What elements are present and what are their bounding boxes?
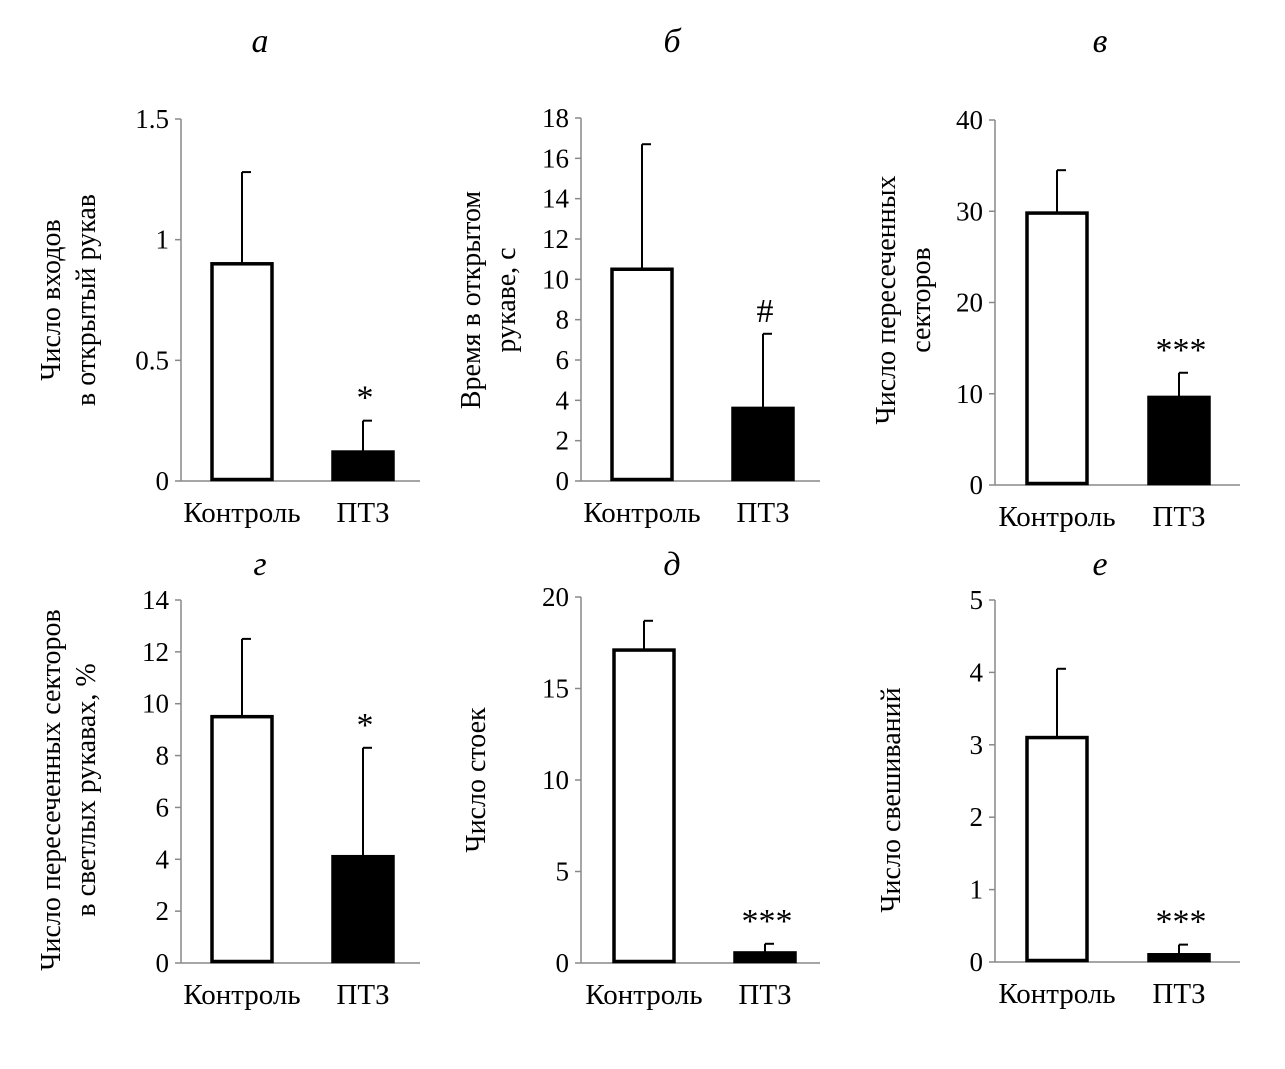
panel-1: б 0 2 4 6 8 10 12 14 16 18 Время в открытом рукаве, …: [456, 23, 820, 529]
y-tick-label: 14: [142, 585, 170, 615]
y-axis-label: Число пересеченных: [871, 176, 902, 425]
y-tick-label: 2: [970, 802, 984, 832]
y-tick-label: 15: [542, 674, 569, 704]
panel-4: д 0 5 10 15 20 Число стоек Контроль *** ПТЗ: [461, 546, 820, 1011]
bar-ptz: [1147, 395, 1211, 486]
y-axis-label: Время в открытом: [456, 191, 487, 410]
y-axis-label: Число стоек: [461, 707, 492, 853]
y-tick-label: 40: [956, 105, 983, 135]
y-axis-label: рукаве, с: [491, 247, 522, 352]
bar-ptz: [331, 450, 395, 482]
y-tick-label: 12: [142, 637, 169, 667]
y-tick-label: 4: [970, 657, 984, 687]
y-tick-label: 4: [556, 385, 570, 415]
y-tick-label: 0.5: [135, 345, 169, 375]
y-axis-label: Число входов: [36, 219, 67, 380]
y-axis-label: в светлых рукавах, %: [71, 663, 102, 916]
y-tick-label: 2: [156, 896, 170, 926]
y-tick-label: 20: [542, 582, 569, 612]
y-tick-label: 1.5: [135, 104, 169, 134]
significance-marker: ***: [742, 903, 793, 940]
x-category-label: ПТЗ: [736, 497, 789, 529]
y-tick-label: 1: [970, 875, 984, 905]
y-axis-label: в открытый рукав: [71, 194, 102, 406]
x-category-label: ПТЗ: [336, 979, 389, 1011]
significance-marker: *: [357, 707, 374, 744]
x-category-label: Контроль: [998, 501, 1115, 533]
bar-control: [210, 714, 274, 964]
panel-title: б: [663, 23, 682, 60]
y-tick-label: 18: [542, 103, 569, 133]
y-tick-label: 6: [156, 792, 170, 822]
bar-control: [210, 262, 274, 482]
x-category-label: Контроль: [183, 497, 300, 529]
y-axis-label: Число пересеченных секторов: [36, 609, 67, 970]
panel-title: в: [1093, 23, 1108, 60]
x-category-label: ПТЗ: [1152, 501, 1205, 533]
y-tick-label: 16: [542, 143, 569, 173]
y-tick-label: 30: [956, 196, 983, 226]
panel-2: в 0 10 20 30 40 Число пересеченных секторов Конт…: [871, 23, 1240, 533]
y-tick-label: 10: [542, 264, 569, 294]
significance-marker: ***: [1156, 904, 1207, 941]
y-tick-label: 6: [556, 345, 570, 375]
panel-3: г 0 2 4 6 8 10 12 14 Число пересеченных секторов в…: [36, 546, 420, 1011]
y-tick-label: 10: [142, 689, 169, 719]
y-tick-label: 0: [556, 466, 570, 496]
y-tick-label: 12: [542, 224, 569, 254]
y-tick-label: 14: [542, 184, 570, 214]
y-tick-label: 1: [156, 225, 170, 255]
x-category-label: Контроль: [583, 497, 700, 529]
y-tick-label: 5: [556, 857, 570, 887]
y-axis-label: секторов: [906, 247, 937, 353]
bar-ptz: [733, 951, 797, 964]
significance-marker: #: [757, 293, 774, 330]
bar-control: [612, 648, 676, 964]
x-category-label: ПТЗ: [738, 979, 791, 1011]
y-tick-label: 10: [956, 379, 983, 409]
y-tick-label: 0: [970, 470, 984, 500]
y-tick-label: 3: [970, 730, 984, 760]
panel-title: а: [252, 23, 269, 60]
y-tick-label: 8: [156, 741, 170, 771]
significance-marker: *: [357, 380, 374, 417]
y-axis-label: Число свешиваний: [876, 687, 907, 912]
y-tick-label: 0: [970, 947, 984, 977]
significance-marker: ***: [1156, 332, 1207, 369]
y-tick-label: 0: [156, 466, 170, 496]
panel-0: а 0 0.5 1 1.5 Число входов в открытый рукав Кон…: [36, 23, 420, 529]
y-tick-label: 2: [556, 426, 570, 456]
bar-control: [1025, 735, 1089, 963]
bar-ptz: [331, 854, 395, 964]
y-tick-label: 0: [556, 948, 570, 978]
x-category-label: Контроль: [585, 979, 702, 1011]
y-tick-label: 0: [156, 948, 170, 978]
y-tick-label: 10: [542, 765, 569, 795]
panel-title: д: [663, 546, 680, 583]
panel-title: г: [253, 546, 266, 583]
x-category-label: Контроль: [183, 979, 300, 1011]
x-category-label: ПТЗ: [336, 497, 389, 529]
bar-ptz: [1147, 953, 1211, 963]
x-category-label: Контроль: [998, 978, 1115, 1010]
panel-title: е: [1092, 546, 1107, 583]
y-tick-label: 20: [956, 288, 983, 318]
bar-ptz: [731, 406, 795, 482]
y-tick-label: 5: [970, 585, 984, 615]
bar-control: [1025, 211, 1089, 486]
panel-5: е 0 1 2 3 4 5 Число свешиваний Контроль *** ПТЗ: [876, 546, 1240, 1010]
x-category-label: ПТЗ: [1152, 978, 1205, 1010]
bar-control: [610, 267, 674, 482]
y-tick-label: 8: [556, 305, 570, 335]
y-tick-label: 4: [156, 844, 170, 874]
